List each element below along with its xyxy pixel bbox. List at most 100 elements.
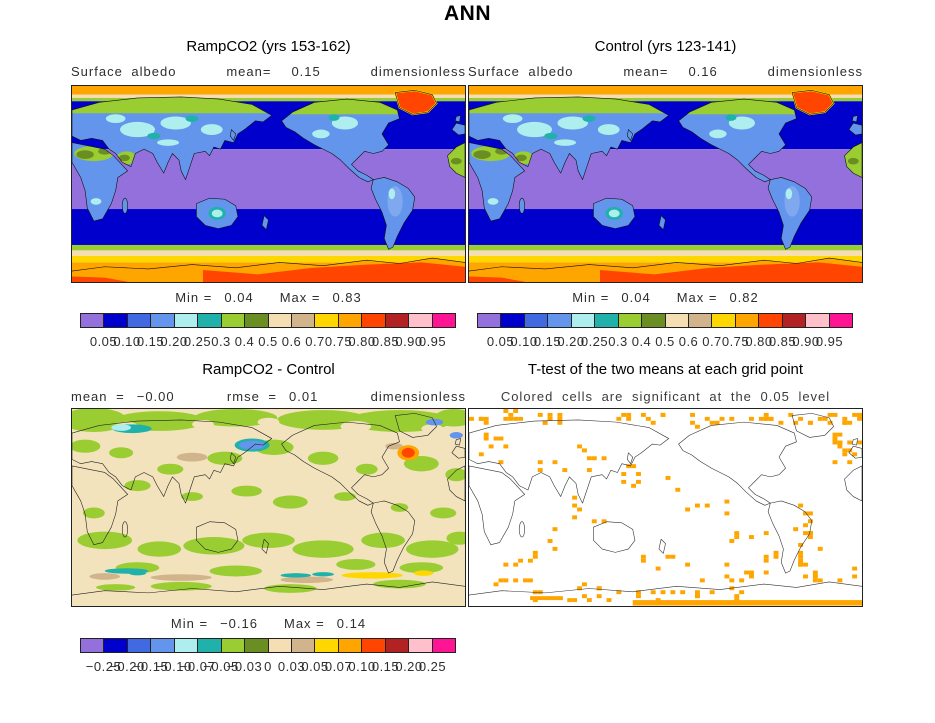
- colorbar-cell: [431, 314, 455, 327]
- colorbar-cell: [337, 314, 362, 327]
- colorbar-tick: 0.3: [211, 334, 231, 349]
- rmse-label: rmse =: [226, 389, 278, 404]
- colorbar-tick: −0.15: [132, 659, 169, 674]
- colorbar-tick: 0.85: [371, 334, 400, 349]
- max-value: 0.14: [336, 616, 367, 631]
- colorbar-cell: [408, 639, 432, 652]
- colorbar-cell: [431, 639, 455, 652]
- colorbar-tick: 0.15: [371, 659, 400, 674]
- colorbar-cell: [664, 314, 688, 327]
- max-label: Max =: [676, 290, 718, 305]
- panel-ramp: RampCO2 (yrs 153-162) Surface albedo mea…: [71, 38, 466, 353]
- colorbar-tick: 0.80: [745, 334, 773, 349]
- colorbar-cell: [103, 639, 127, 652]
- panel-diff: RampCO2 - Control mean = −0.00 rmse = 0.…: [71, 361, 466, 681]
- colorbar-cell: [220, 314, 245, 327]
- panel-control: Control (yrs 123-141) Surface albedo mea…: [468, 38, 863, 353]
- colorbar-cell: [314, 314, 338, 327]
- min-value: −0.16: [220, 616, 258, 631]
- colorbar-cell: [126, 639, 151, 652]
- colorbar-tick: 0.90: [792, 334, 820, 349]
- colorbar-tick: 0.95: [815, 334, 844, 349]
- colorbar-tick: 0.05: [486, 334, 515, 349]
- difference-map: [71, 408, 466, 607]
- colorbar-cell: [384, 639, 409, 652]
- colorbar-cell: [547, 314, 571, 327]
- ttest-note: Colored cells are significant at the 0.0…: [500, 389, 831, 404]
- panel-title-diff: RampCO2 - Control: [202, 361, 335, 378]
- colorbar-cell: [267, 314, 291, 327]
- colorbar-cell: [337, 639, 362, 652]
- colorbar-cell: [173, 639, 198, 652]
- albedo-map-ramp: [71, 85, 466, 283]
- colorbar-cell: [781, 314, 806, 327]
- units-label: dimensionless: [370, 64, 466, 79]
- colorbar-cell: [244, 314, 268, 327]
- colorbar-cell: [290, 639, 315, 652]
- colorbar-tick: 0.15: [136, 334, 165, 349]
- colorbar-cell: [478, 314, 501, 327]
- coastlines: [72, 90, 465, 272]
- albedo-map-control: [468, 85, 863, 283]
- colorbar-tick: 0.07: [324, 659, 353, 674]
- colorbar-tick: 0.85: [768, 334, 797, 349]
- panel-subtitle-diff: mean = −0.00 rmse = 0.01 dimensionless: [71, 389, 466, 404]
- colorbar-cell: [500, 314, 524, 327]
- colorbar-tick: −0.10: [156, 659, 192, 674]
- ttest-map: [468, 408, 863, 607]
- colorbar-cell: [687, 314, 712, 327]
- colorbar-cell: [617, 314, 642, 327]
- colorbar-cell: [641, 314, 665, 327]
- min-value: 0.04: [621, 290, 651, 305]
- coastlines: [469, 90, 862, 272]
- mean-label: mean =: [71, 389, 125, 404]
- colorbar-cell: [594, 314, 618, 327]
- mean-label: mean=: [226, 64, 272, 79]
- albedo-colorbar-control: [477, 313, 853, 328]
- colorbar-tick: 0.20: [557, 334, 585, 349]
- colorbar-tick: 0.7: [702, 334, 722, 349]
- colorbar-cell: [173, 314, 198, 327]
- colorbar-tick: 0.10: [348, 659, 376, 674]
- colorbar-tick: 0.6: [281, 334, 302, 349]
- colorbar-tick: 0.25: [183, 334, 212, 349]
- colorbar-tick-labels-ramp: 0.05 0.10 0.15 0.20 0.25 0.3 0.4 0.5 0.6 0.7 0.75 0…: [80, 334, 456, 350]
- colorbar-tick: −0.20: [109, 659, 145, 674]
- significant-cells: [469, 409, 862, 606]
- colorbar-tick: 0.03: [277, 659, 306, 674]
- variable-label: Surface albedo: [71, 64, 177, 79]
- max-label: Max =: [279, 290, 321, 305]
- colorbar-cell: [828, 314, 852, 327]
- colorbar-tick: 0.25: [580, 334, 609, 349]
- colorbar-tick: 0.5: [258, 334, 278, 349]
- colorbar-cell: [244, 639, 268, 652]
- colorbar-tick: 0.20: [160, 334, 188, 349]
- colorbar-cell: [197, 314, 221, 327]
- max-value: 0.83: [332, 290, 362, 305]
- colorbar-tick: 0.80: [348, 334, 376, 349]
- colorbar-tick: 0: [264, 659, 272, 674]
- colorbar-cell: [711, 314, 735, 327]
- colorbar-cell: [408, 314, 432, 327]
- diff-colorbar: [80, 638, 456, 653]
- max-label: Max =: [283, 616, 325, 631]
- colorbar-tick: 0.7: [305, 334, 325, 349]
- colorbar-cell: [150, 314, 174, 327]
- colorbar-cell: [805, 314, 829, 327]
- colorbar-cell: [570, 314, 595, 327]
- colorbar-cell: [103, 314, 127, 327]
- mean-value: −0.00: [136, 389, 175, 404]
- colorbar-cell: [290, 314, 315, 327]
- panel-subtitle-ttest: Colored cells are significant at the 0.0…: [468, 389, 863, 404]
- min-value: 0.04: [224, 290, 254, 305]
- units-label: dimensionless: [767, 64, 863, 79]
- min-label: Min =: [572, 290, 610, 305]
- colorbar-cell: [361, 314, 385, 327]
- colorbar-tick: 0.10: [510, 334, 538, 349]
- minmax-row-ramp: Min = 0.04 Max = 0.83: [71, 290, 466, 305]
- colorbar-tick-labels-control: 0.05 0.10 0.15 0.20 0.25 0.3 0.4 0.5 0.6 0.7 0.75 0…: [477, 334, 853, 350]
- mean-label: mean=: [623, 64, 669, 79]
- min-label: Min =: [170, 616, 209, 631]
- colorbar-cell: [523, 314, 548, 327]
